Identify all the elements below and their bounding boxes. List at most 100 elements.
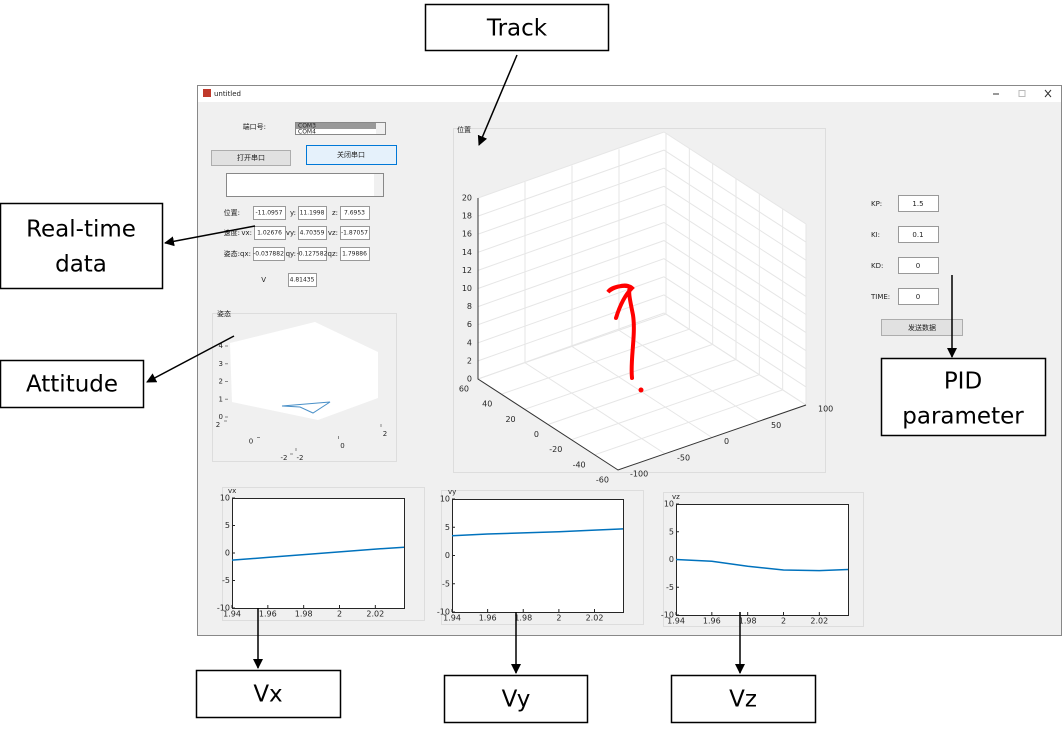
grid-line: [477, 294, 807, 388]
arrow: [164, 225, 256, 247]
value-text: -0.127582: [297, 251, 328, 258]
grid-line: [477, 167, 807, 261]
value-text: 11.1998: [300, 210, 325, 217]
annotation-box: [670, 674, 817, 724]
cell-label: vz:: [328, 229, 338, 237]
port-item[interactable]: COM4: [298, 129, 316, 136]
value-field[interactable]: [298, 247, 327, 261]
send-button[interactable]: [881, 319, 963, 336]
plot-title: vz: [672, 493, 680, 501]
value-field[interactable]: [288, 273, 317, 287]
x-tick-label: 1.96: [479, 614, 497, 623]
x-tick-label: 2.02: [366, 610, 384, 619]
pid-field[interactable]: [898, 195, 939, 212]
z-tick-label: 16: [462, 230, 472, 239]
y-tick-label: -40: [573, 460, 586, 469]
grid-line: [571, 165, 713, 438]
grid-line: [477, 276, 807, 370]
receive-box[interactable]: [226, 173, 384, 197]
annotation-box: [0, 202, 164, 290]
value-field[interactable]: [340, 247, 370, 261]
port-selected: [296, 123, 376, 129]
z-tick-label: 2: [467, 356, 472, 365]
z-tick-label: 20: [462, 194, 472, 203]
cell-label: qx:: [240, 250, 251, 258]
annotation: Attitude: [26, 372, 118, 398]
value-field[interactable]: [253, 206, 286, 220]
x-tick-label: 1.98: [295, 610, 313, 619]
trajectory-point: [638, 387, 644, 393]
annotation: Vy: [502, 687, 531, 713]
value-field[interactable]: [253, 247, 285, 261]
pid-label: KP:: [871, 200, 882, 208]
z-tick-label: 4: [219, 342, 224, 350]
y-tick-label: 10: [220, 494, 230, 503]
x-tick-label: 0: [724, 437, 729, 446]
open-button-label[interactable]: 打开串口: [237, 153, 265, 162]
y-tick-label: 0: [445, 551, 450, 560]
y-tick-label: 40: [482, 400, 492, 409]
y-tick-label: -2: [281, 454, 288, 462]
value-field[interactable]: [254, 226, 286, 240]
x-tick-label: -100: [630, 470, 648, 479]
grid-line: [477, 131, 807, 225]
cell-label: qy:: [286, 250, 296, 258]
y-tick-label: 10: [664, 500, 674, 509]
value-text: -11.0957: [256, 210, 283, 217]
value-text: 1.02676: [257, 230, 282, 237]
annotation: Vx: [253, 682, 282, 708]
y-tick-label: 10: [440, 495, 450, 504]
x-tick-label: 50: [771, 421, 781, 430]
pid-field[interactable]: [898, 288, 939, 305]
value-field[interactable]: [298, 206, 327, 220]
close-button[interactable]: [306, 145, 397, 165]
value-field[interactable]: [340, 206, 370, 220]
close[interactable]: [1044, 89, 1052, 98]
close-button-label[interactable]: 关闭串口: [337, 150, 365, 159]
z-tick-label: 12: [462, 266, 472, 275]
pid-field[interactable]: [898, 226, 939, 243]
x-tick-label: 1.96: [259, 610, 277, 619]
value-text: 4.81435: [290, 277, 315, 284]
port-item[interactable]: COM3: [298, 123, 316, 130]
annotation: Vz: [729, 687, 757, 713]
open-button[interactable]: [211, 150, 291, 166]
cell-label: vx:: [241, 229, 252, 237]
x-tick-label: 1.96: [703, 617, 721, 626]
z-tick-label: 8: [467, 302, 472, 311]
pid-label: KI:: [871, 231, 880, 239]
plot-title: vy: [448, 488, 456, 496]
value-field[interactable]: [298, 226, 327, 240]
y-tick-label: 60: [459, 385, 469, 394]
pid-value: 0.1: [912, 231, 923, 239]
x-tick-label: 2.02: [810, 617, 828, 626]
send-button-label[interactable]: 发送数据: [908, 323, 936, 332]
scrollbar[interactable]: [376, 123, 385, 134]
row-label: 速度:: [224, 228, 240, 237]
track-title: 位置: [457, 125, 471, 134]
port-label: 端口号:: [243, 122, 266, 131]
x-tick-label: 1.98: [514, 614, 532, 623]
maximize[interactable]: [1018, 90, 1026, 97]
x-tick-label: 2: [556, 614, 561, 623]
value-field[interactable]: [340, 226, 370, 240]
value-text: -0.037882: [253, 251, 284, 258]
annotation-box: [0, 359, 145, 409]
x-tick-label: 0: [340, 442, 344, 450]
arrow: [146, 335, 235, 383]
cell-label: vy:: [286, 229, 296, 237]
x-tick-label: 2.02: [586, 614, 604, 623]
x-tick-label: 2: [383, 430, 387, 438]
y-tick-label: -10: [217, 604, 230, 613]
attitude-box: [230, 322, 378, 420]
pid-field[interactable]: [898, 257, 939, 274]
x-tick-label: 2: [781, 617, 786, 626]
y-tick-label: 0: [249, 438, 253, 446]
pid-label: KD:: [871, 262, 883, 270]
x-tick-label: 1.98: [739, 617, 757, 626]
y-tick-label: -5: [222, 576, 230, 585]
scrollbar[interactable]: [374, 174, 383, 196]
z-tick-label: 2: [219, 378, 223, 386]
y-tick-label: -20: [549, 445, 562, 454]
